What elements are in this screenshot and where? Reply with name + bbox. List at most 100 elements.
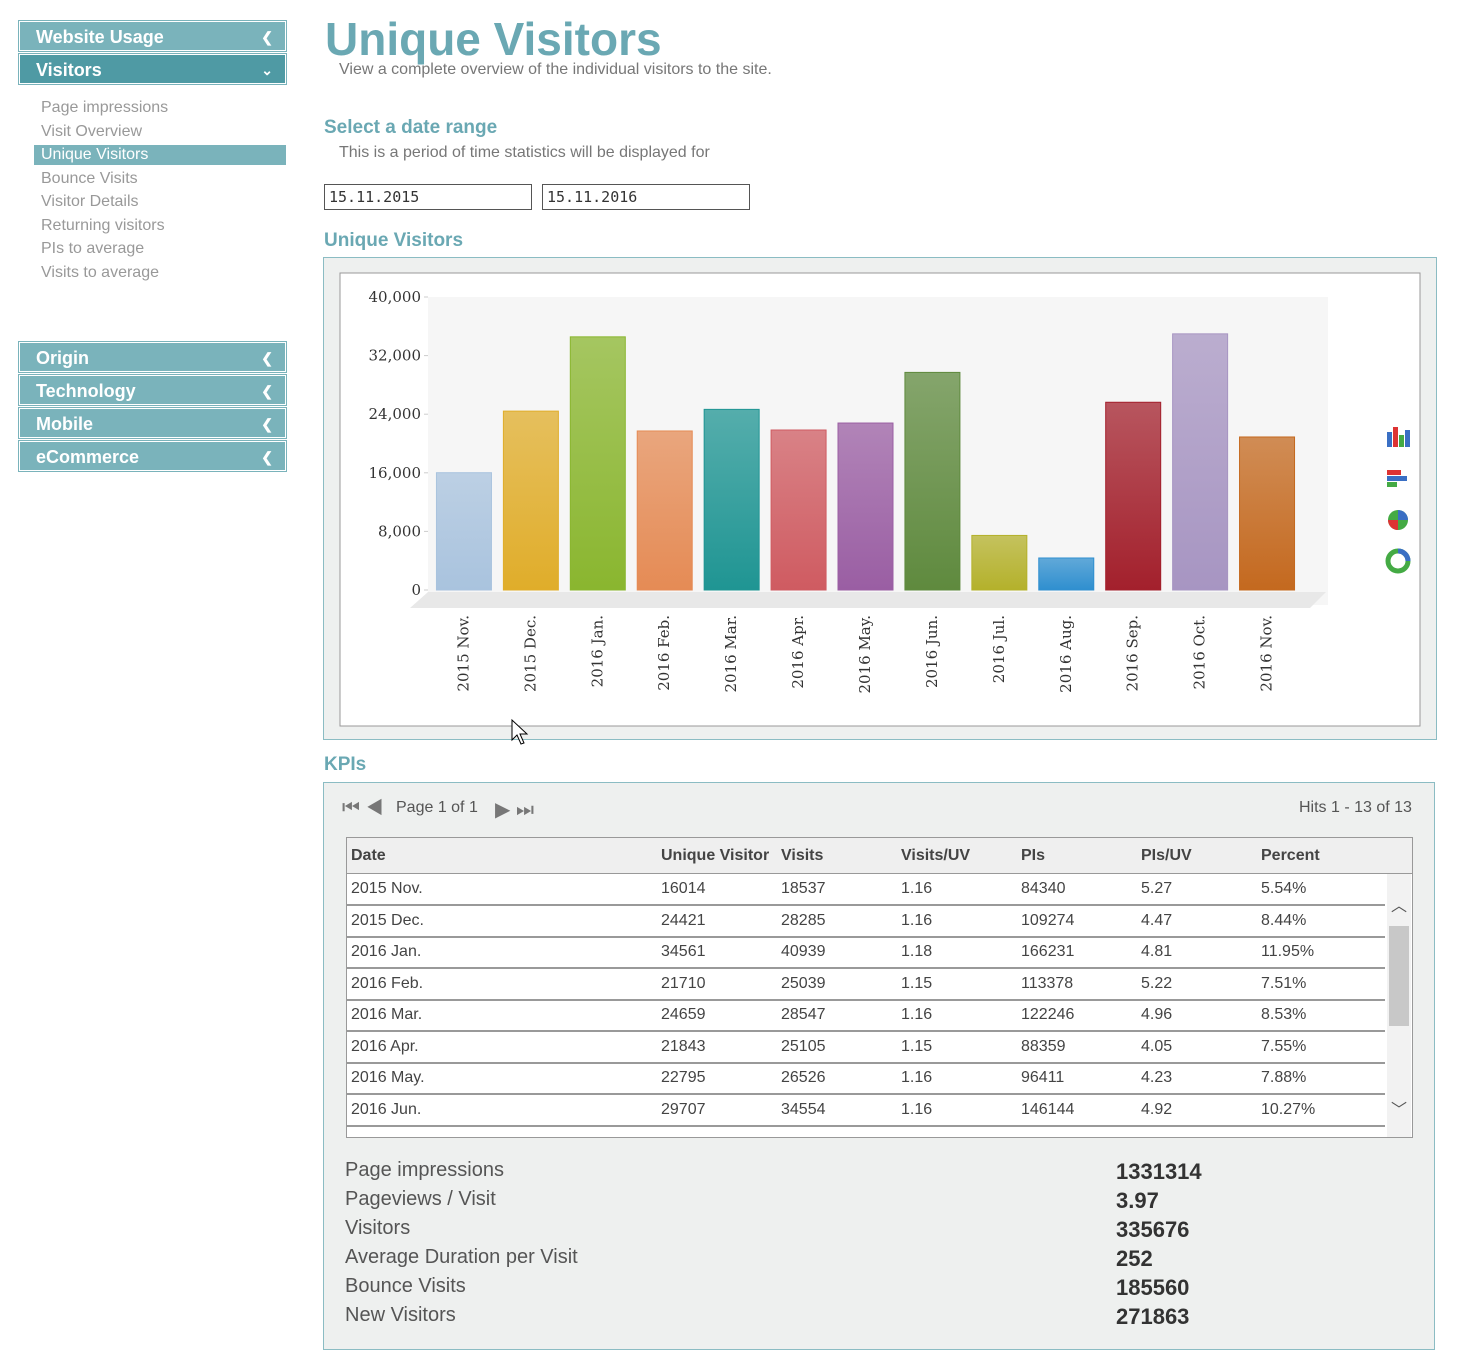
x-tick-label: 2016 Jun. bbox=[923, 615, 941, 688]
bar bbox=[1105, 401, 1162, 591]
table-cell: 2015 Dec. bbox=[351, 911, 424, 929]
bar bbox=[703, 408, 760, 591]
nav-label: eCommerce bbox=[36, 447, 140, 467]
pager-next[interactable]: ▶ ⏭ bbox=[495, 799, 534, 821]
hits: Hits 1 - 13 of 13 bbox=[1299, 799, 1412, 816]
bar bbox=[636, 430, 693, 591]
nav-label: Origin bbox=[36, 348, 89, 368]
sub-menu-item[interactable]: Visitor Details bbox=[41, 193, 139, 210]
bar bbox=[569, 336, 626, 591]
table-cell: 2016 Jan. bbox=[351, 943, 422, 960]
page-title: Unique Visitors bbox=[325, 13, 662, 65]
table-cell: 11.95% bbox=[1261, 943, 1315, 960]
nav-label: Website Usage bbox=[36, 27, 164, 47]
sub-menu-item[interactable]: PIs to average bbox=[41, 240, 145, 257]
row-divider bbox=[347, 1030, 1385, 1032]
table-cell: 4.96 bbox=[1141, 1006, 1173, 1023]
table-cell: 22795 bbox=[661, 1069, 706, 1086]
table-cell: 29707 bbox=[661, 1100, 706, 1118]
description: This is a period of time statistics will… bbox=[339, 144, 710, 161]
table-cell: 40939 bbox=[781, 943, 826, 960]
table-cell: 7.51% bbox=[1261, 974, 1307, 992]
date-to[interactable]: 15.11.2016 bbox=[542, 184, 750, 210]
table-cell: 88359 bbox=[1021, 1037, 1066, 1055]
nav-label: Technology bbox=[36, 381, 136, 401]
sub-menu-item[interactable]: Page impressions bbox=[41, 99, 169, 116]
nav-website-usage[interactable]: Website Usage ❮ bbox=[18, 20, 287, 52]
sub-menu-item[interactable]: Unique Visitors bbox=[34, 145, 286, 165]
kpi-label: Average Duration per Visit bbox=[345, 1246, 578, 1268]
nav-section[interactable]: Technology ❮ bbox=[18, 374, 287, 406]
row-divider bbox=[347, 1124, 1385, 1127]
bar bbox=[971, 534, 1028, 591]
table-cell: 28547 bbox=[781, 1006, 826, 1023]
x-tick-label: 2016 Jul. bbox=[990, 615, 1008, 683]
table-cell: 2016 Feb. bbox=[351, 974, 424, 992]
pager-text: Page 1 of 1 bbox=[396, 799, 478, 816]
kpi-value: 271863 bbox=[1116, 1304, 1190, 1329]
x-tick-label: 2015 Nov. bbox=[454, 615, 472, 692]
table-cell: 2016 Apr. bbox=[351, 1037, 419, 1055]
table-cell: 1.15 bbox=[901, 974, 933, 992]
table-cell: 1.16 bbox=[901, 911, 933, 929]
bar bbox=[1239, 436, 1296, 591]
table-cell: 25039 bbox=[781, 974, 826, 992]
table-cell: 21843 bbox=[661, 1037, 706, 1055]
section-heading: Select a date range bbox=[324, 117, 498, 138]
table-cell: 4.05 bbox=[1141, 1037, 1173, 1055]
column-header: Percent bbox=[1261, 847, 1320, 864]
table-cell: 166231 bbox=[1021, 943, 1075, 960]
kpi-label: Bounce Visits bbox=[345, 1275, 466, 1297]
table-cell: 8.53% bbox=[1261, 1006, 1307, 1023]
chart: 0 8,000 16,000 24,000 32,000 40,000 2015 Nov. 2… bbox=[339, 272, 1421, 745]
kpi-table: ︿ ﹀ Date Unique Visitor Visits Visits/UV PIs P… bbox=[346, 837, 1413, 1138]
table-cell: 109274 bbox=[1021, 911, 1075, 929]
kpi-value: 252 bbox=[1116, 1246, 1153, 1271]
table-cell: 1.16 bbox=[901, 880, 933, 897]
bar bbox=[770, 429, 827, 591]
x-tick-label: 2016 Oct. bbox=[1191, 615, 1209, 689]
date-from[interactable]: 15.11.2015 bbox=[324, 184, 532, 210]
table-cell: 5.54% bbox=[1261, 880, 1307, 897]
kpi-value: 185560 bbox=[1116, 1275, 1190, 1300]
pager-prev[interactable]: ⏮ ◀ bbox=[342, 797, 384, 819]
kpi-value: 3.97 bbox=[1116, 1188, 1159, 1213]
nav-section[interactable]: Origin ❮ bbox=[18, 341, 287, 373]
chart-type-icons[interactable] bbox=[1385, 427, 1411, 574]
nav-section[interactable]: Mobile ❮ bbox=[18, 407, 287, 439]
nav-visitors[interactable]: Visitors ⌄ bbox=[18, 53, 287, 85]
sub-menu-item[interactable]: Visits to average bbox=[41, 263, 159, 281]
table-cell: 4.92 bbox=[1141, 1100, 1173, 1118]
sub-menu-item[interactable]: Visit Overview bbox=[41, 122, 143, 140]
y-tick-label: 0 bbox=[411, 581, 421, 599]
row-divider bbox=[347, 967, 1385, 969]
y-tick-label: 16,000 bbox=[369, 464, 422, 482]
nav-section[interactable]: eCommerce ❮ bbox=[18, 440, 287, 472]
subtitle: View a complete overview of the individu… bbox=[339, 61, 772, 78]
row-divider bbox=[347, 998, 1385, 1001]
column-header: PIs bbox=[1021, 847, 1046, 864]
bar bbox=[904, 371, 961, 591]
column-header: Visits bbox=[781, 847, 824, 864]
kpi-label: Pageviews / Visit bbox=[345, 1188, 496, 1210]
table-cell: 113378 bbox=[1021, 974, 1074, 992]
chart-heading: Unique Visitors bbox=[324, 230, 464, 251]
cursor bbox=[511, 718, 529, 745]
table-cell: 24421 bbox=[661, 911, 706, 929]
table-cell: 26526 bbox=[781, 1069, 826, 1086]
row-divider bbox=[347, 1093, 1385, 1095]
kpi-label: New Visitors bbox=[345, 1304, 456, 1326]
table-cell: 4.23 bbox=[1141, 1069, 1173, 1086]
plot-floor bbox=[410, 592, 1326, 608]
scrollbar[interactable]: ︿ ﹀ bbox=[1387, 874, 1411, 1137]
sub-menu-item[interactable]: Returning visitors bbox=[41, 216, 165, 234]
table-cell: 7.88% bbox=[1261, 1069, 1307, 1086]
y-tick-label: 32,000 bbox=[369, 347, 422, 365]
table-cell: 16014 bbox=[661, 880, 706, 897]
bar bbox=[1038, 557, 1095, 591]
sub-menu-item[interactable]: Bounce Visits bbox=[41, 169, 138, 187]
x-tick-label: 2016 Sep. bbox=[1124, 615, 1142, 691]
x-tick-label: 2016 Feb. bbox=[655, 615, 673, 691]
x-tick-label: 2016 Nov. bbox=[1258, 615, 1276, 692]
